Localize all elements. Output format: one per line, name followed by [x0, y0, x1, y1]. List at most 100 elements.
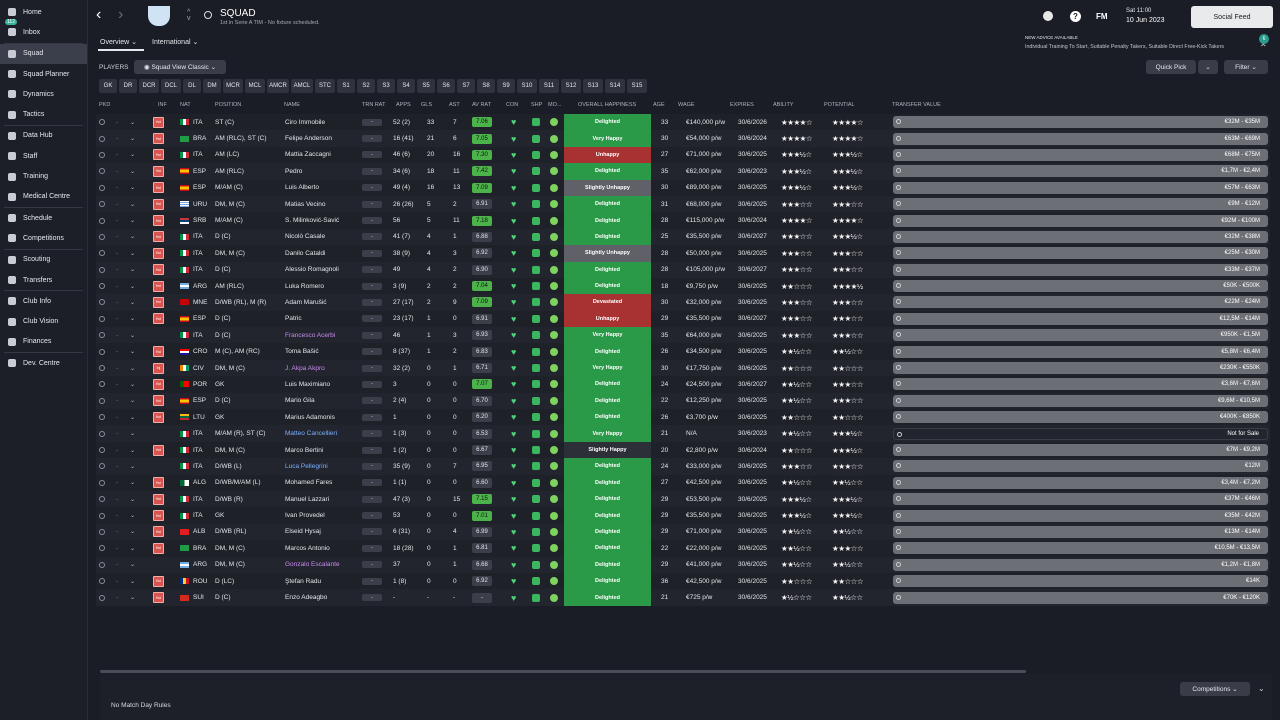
chevron-down-icon[interactable]: ⌄: [130, 381, 136, 388]
help-icon[interactable]: [1043, 11, 1053, 21]
row-menu[interactable]: ⌄: [130, 294, 135, 310]
table-row[interactable]: - ⌄ Hol SRB M/AM (C) S. Milinković-Savić - 56 5 1…: [96, 212, 1270, 229]
transfer-value-cell[interactable]: €25M - €30M: [893, 245, 1268, 261]
player-name[interactable]: Matteo Cancellieri: [285, 425, 337, 441]
happiness-cell[interactable]: Delighted: [564, 392, 651, 410]
player-name[interactable]: Mario Gila: [285, 393, 315, 409]
position-filter-mcl[interactable]: MCL: [245, 79, 265, 93]
info-badge-icon[interactable]: Hol: [153, 231, 164, 243]
pick-radio-icon[interactable]: [99, 217, 105, 224]
pkd-cell[interactable]: [99, 442, 105, 458]
sidebar-item-club-info[interactable]: Club Info: [0, 291, 87, 311]
pick-radio-icon[interactable]: [99, 315, 105, 322]
row-menu[interactable]: ⌄: [130, 573, 135, 589]
info-badge-icon[interactable]: Hol: [153, 378, 164, 390]
pick-radio-icon[interactable]: [99, 578, 105, 585]
pick-radio-icon[interactable]: [99, 233, 105, 240]
chevron-down-icon[interactable]: ⌄: [130, 349, 136, 356]
pick-radio-icon[interactable]: [99, 397, 105, 404]
search-icon[interactable]: [204, 11, 212, 19]
player-name[interactable]: Patric: [285, 311, 302, 327]
table-row[interactable]: - ⌄ ARG DM, M (C) Gonzalo Escalante - 37 0 1 6.68…: [96, 556, 1270, 573]
sidebar-item-transfers[interactable]: Transfers: [0, 270, 87, 290]
transfer-value-cell[interactable]: €400K - €850K: [893, 409, 1268, 425]
transfer-value-cell[interactable]: €3,4M - €7,2M: [893, 475, 1268, 491]
happiness-cell[interactable]: Delighted: [564, 277, 651, 295]
info-badge-icon[interactable]: Hol: [153, 395, 164, 407]
pick-radio-icon[interactable]: [99, 496, 105, 503]
chevron-down-icon[interactable]: ⌄: [130, 218, 136, 225]
club-crest[interactable]: [148, 6, 170, 26]
table-row[interactable]: - ⌄ Hol BRA DM, M (C) Marcos Antonio - 18 (28) 0…: [96, 540, 1270, 557]
sidebar-item-schedule[interactable]: Schedule: [0, 208, 87, 228]
pick-radio-icon[interactable]: [99, 430, 105, 437]
transfer-value-cell[interactable]: €9,6M - €10,5M: [893, 393, 1268, 409]
player-name[interactable]: Mohamed Fares: [285, 475, 332, 491]
row-menu[interactable]: ⌄: [130, 589, 135, 605]
happiness-cell[interactable]: Delighted: [564, 163, 651, 180]
pkd-cell[interactable]: [99, 557, 105, 573]
transfer-value-cell[interactable]: €950K - €1,5M: [893, 327, 1268, 343]
happiness-cell[interactable]: Delighted: [564, 572, 651, 590]
player-name[interactable]: Francesco Acerbi: [285, 327, 335, 343]
position-filter-amcl[interactable]: AMCL: [291, 79, 313, 93]
pkd-cell[interactable]: [99, 196, 105, 212]
pick-radio-icon[interactable]: [99, 299, 105, 306]
pkd-cell[interactable]: [99, 573, 105, 589]
pkd-cell[interactable]: [99, 262, 105, 278]
transfer-value-cell[interactable]: €63M - €69M: [893, 130, 1268, 146]
info-badge-icon[interactable]: Hol: [153, 247, 164, 259]
table-row[interactable]: - ⌄ Hol ITA D/WB (R) Manuel Lazzari - 47 (3) 0 15…: [96, 490, 1270, 508]
info-badge-icon[interactable]: Hol: [153, 280, 164, 292]
current-date[interactable]: 10 Jun 2023: [1126, 17, 1165, 24]
happiness-cell[interactable]: Delighted: [564, 261, 651, 278]
player-name[interactable]: Marius Adamonis: [285, 409, 335, 425]
chevron-down-icon[interactable]: ⌄: [130, 332, 136, 339]
pick-radio-icon[interactable]: [99, 561, 105, 568]
position-filter-s5[interactable]: S5: [417, 79, 435, 93]
view-selector[interactable]: ◉ Squad View Classic ⌄: [134, 60, 226, 74]
info-badge-icon[interactable]: Hol: [153, 165, 164, 177]
pick-radio-icon[interactable]: [99, 381, 105, 388]
transfer-value-cell[interactable]: €32M - €35M: [893, 114, 1268, 130]
transfer-value-cell[interactable]: €35M - €42M: [893, 507, 1268, 523]
transfer-value-cell[interactable]: €10,5M - €13,5M: [893, 540, 1268, 556]
pick-radio-icon[interactable]: [99, 545, 105, 552]
position-filter-s13[interactable]: S13: [583, 79, 603, 93]
info-badge-icon[interactable]: Hol: [153, 296, 164, 308]
chevron-down-icon[interactable]: ⌄: [130, 414, 136, 421]
pick-radio-icon[interactable]: [99, 479, 105, 486]
col-con[interactable]: CON: [506, 102, 519, 108]
happiness-cell[interactable]: Delighted: [564, 114, 651, 131]
transfer-value-cell[interactable]: €13M - €14M: [893, 524, 1268, 540]
chevron-down-icon[interactable]: ⌄: [130, 119, 136, 126]
chevron-down-icon[interactable]: ⌄: [130, 578, 136, 585]
player-name[interactable]: Manuel Lazzari: [285, 491, 329, 507]
transfer-value-cell[interactable]: €14K: [893, 573, 1268, 589]
table-row[interactable]: - ⌄ Hol ROU D (LC) Ştefan Radu - 1 (8) 0 0 6.92 ♥ De…: [96, 572, 1270, 590]
pkd-cell[interactable]: [99, 376, 105, 392]
pkd-cell[interactable]: [99, 540, 105, 556]
row-menu[interactable]: ⌄: [130, 245, 135, 261]
table-row[interactable]: - ⌄ Hol BRA AM (RLC), ST (C) Felipe Anderson -…: [96, 130, 1270, 147]
pick-radio-icon[interactable]: [99, 594, 105, 601]
chevron-down-icon[interactable]: ⌄: [130, 316, 136, 323]
pick-radio-icon[interactable]: [99, 414, 105, 421]
col-gls[interactable]: GLS: [421, 102, 433, 108]
transfer-value-cell[interactable]: Not for Sale: [893, 425, 1268, 441]
position-filter-s11[interactable]: S11: [539, 79, 559, 93]
pick-radio-icon[interactable]: [99, 168, 105, 175]
row-menu[interactable]: ⌄: [130, 475, 135, 491]
position-filter-mcr[interactable]: MCR: [223, 79, 243, 93]
player-name[interactable]: Ivan Provedel: [285, 507, 325, 523]
horizontal-scrollbar[interactable]: [100, 670, 1026, 673]
row-menu[interactable]: ⌄: [130, 507, 135, 523]
table-row[interactable]: - ⌄ Hol ITA ST (C) Ciro Immobile - 52 (2) 33 7 7.0…: [96, 114, 1270, 131]
player-name[interactable]: Ştefan Radu: [285, 573, 321, 589]
info-badge-icon[interactable]: Hol: [153, 493, 164, 505]
chevron-down-icon[interactable]: ⌄: [130, 152, 136, 159]
transfer-value-cell[interactable]: €1,2M - €1,8M: [893, 557, 1268, 573]
happiness-cell[interactable]: Very Happy: [564, 359, 651, 377]
col-ast[interactable]: AST: [449, 102, 460, 108]
happiness-cell[interactable]: Delighted: [564, 343, 651, 360]
